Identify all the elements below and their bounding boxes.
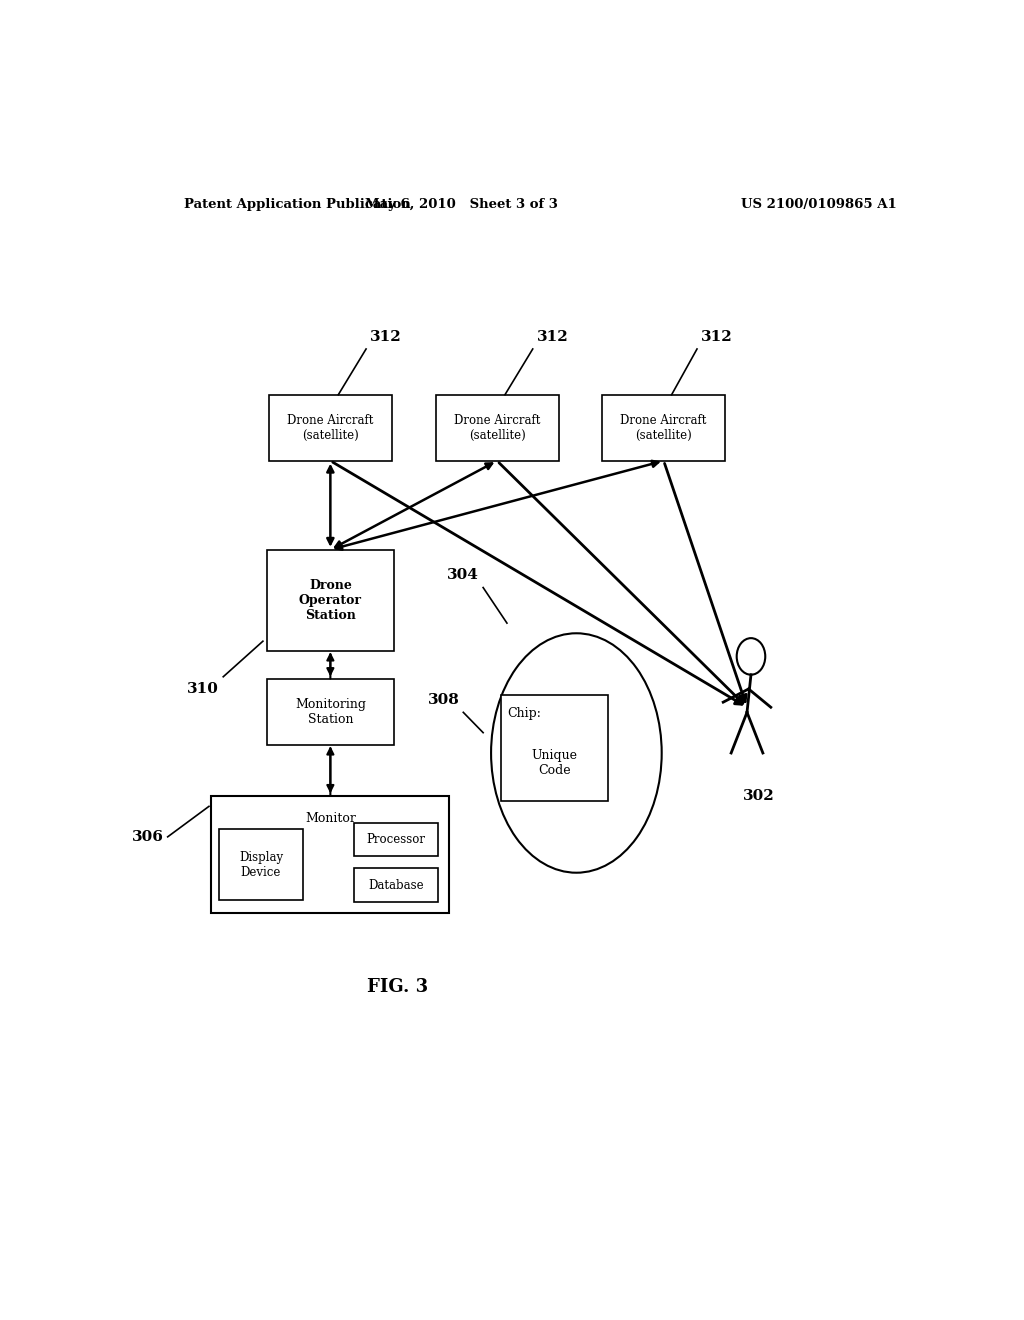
Text: Monitoring
Station: Monitoring Station — [295, 698, 366, 726]
Text: 302: 302 — [743, 788, 775, 803]
Bar — [435, 395, 558, 461]
Text: Patent Application Publication: Patent Application Publication — [183, 198, 411, 211]
Text: 304: 304 — [447, 569, 479, 582]
Text: 312: 312 — [537, 330, 568, 345]
Text: Drone Aircraft
(satellite): Drone Aircraft (satellite) — [287, 413, 374, 442]
Bar — [501, 694, 607, 801]
Text: 312: 312 — [701, 330, 733, 345]
Text: 312: 312 — [370, 330, 401, 345]
Text: 308: 308 — [427, 693, 460, 708]
Text: May 6, 2010   Sheet 3 of 3: May 6, 2010 Sheet 3 of 3 — [365, 198, 558, 211]
Bar — [602, 395, 725, 461]
Text: Drone
Operator
Station: Drone Operator Station — [299, 579, 361, 622]
Text: 306: 306 — [132, 830, 164, 843]
Bar — [219, 829, 303, 900]
Text: Database: Database — [368, 879, 424, 891]
Bar — [516, 735, 592, 791]
Text: Processor: Processor — [367, 833, 425, 846]
Text: US 2100/0109865 A1: US 2100/0109865 A1 — [740, 198, 896, 211]
Bar — [267, 549, 394, 651]
Bar — [354, 869, 437, 902]
Text: Display
Device: Display Device — [239, 851, 283, 879]
Bar — [269, 395, 392, 461]
Bar — [354, 822, 437, 857]
Text: Monitor: Monitor — [305, 812, 355, 825]
Text: FIG. 3: FIG. 3 — [368, 978, 428, 995]
Text: Drone Aircraft
(satellite): Drone Aircraft (satellite) — [621, 413, 707, 442]
Bar — [211, 796, 450, 913]
Text: Chip:: Chip: — [507, 706, 541, 719]
Text: Unique
Code: Unique Code — [531, 750, 578, 777]
Bar — [267, 680, 394, 746]
Text: Drone Aircraft
(satellite): Drone Aircraft (satellite) — [454, 413, 541, 442]
Text: 310: 310 — [187, 682, 219, 696]
